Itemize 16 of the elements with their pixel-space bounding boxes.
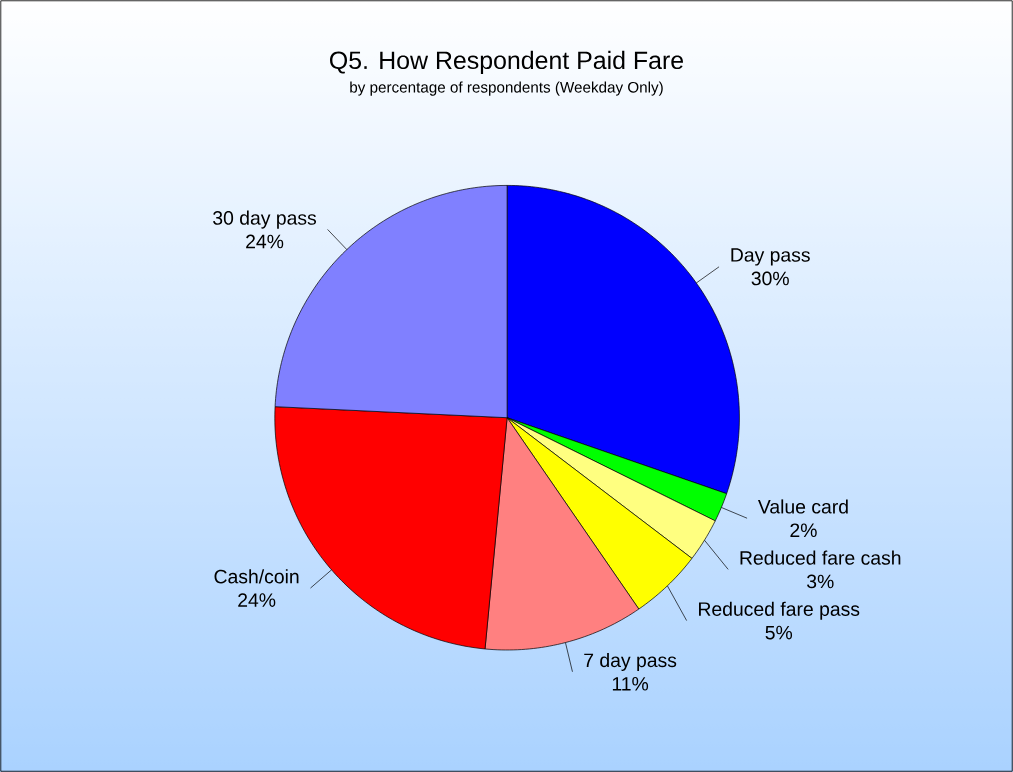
slice-label: 30 day pass: [213, 210, 317, 229]
slice-label: Cash/coin: [214, 569, 299, 584]
data-label: 5%: [765, 625, 793, 640]
data-label: 11%: [612, 677, 649, 691]
slice-label: Day pass: [731, 248, 810, 266]
chart-title: Q5. How Respondent Paid Fare: [330, 50, 683, 75]
data-label: 24%: [246, 234, 284, 249]
data-label: 3%: [807, 574, 834, 589]
slice-label: 7 day pass: [584, 652, 677, 671]
chart-subtitle: by percentage of respondents (Weekday Only): [350, 81, 663, 96]
data-label: 24%: [238, 593, 276, 607]
data-label: 30%: [751, 271, 789, 286]
slice-label: Reduced fare cash: [740, 550, 901, 565]
data-label: 2%: [790, 523, 817, 538]
slice-label: Value card: [757, 499, 848, 514]
slice-label: Reduced fare pass: [699, 601, 860, 620]
